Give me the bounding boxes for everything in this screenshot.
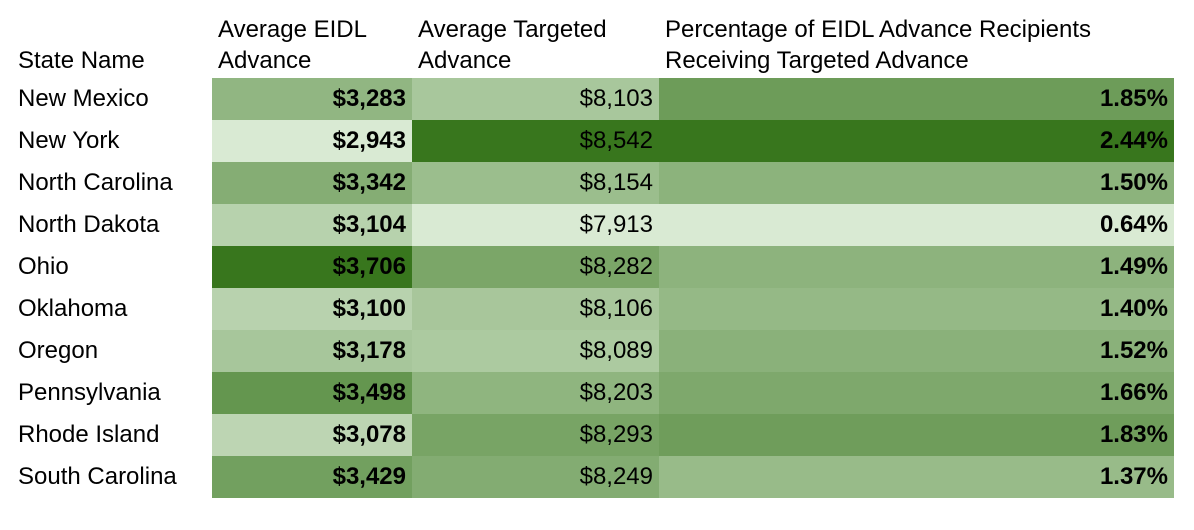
average-eidl-cell: $2,943 (212, 120, 412, 162)
percentage-targeted-cell: 0.64% (659, 204, 1174, 246)
state-name-cell: Rhode Island (18, 421, 160, 448)
state-name-cell: Oregon (18, 337, 99, 364)
state-name-cell: Ohio (18, 253, 69, 280)
average-eidl-cell: $3,498 (212, 372, 412, 414)
table-body: New Mexico $3,283 $8,103 1.85% New York $2,94… (12, 78, 1174, 498)
average-targeted-cell: $8,154 (412, 162, 659, 204)
header-average-eidl-advance: Average EIDL Advance (218, 16, 367, 74)
average-targeted-cell: $8,203 (412, 372, 659, 414)
average-eidl-cell: $3,283 (212, 78, 412, 120)
average-targeted-cell: $8,089 (412, 330, 659, 372)
average-targeted-cell: $8,103 (412, 78, 659, 120)
average-targeted-cell: $8,293 (412, 414, 659, 456)
average-targeted-cell: $8,282 (412, 246, 659, 288)
state-name-cell: New York (18, 127, 120, 154)
percentage-targeted-cell: 1.37% (659, 456, 1174, 498)
average-targeted-cell: $8,249 (412, 456, 659, 498)
table-row: New York $2,943 $8,542 2.44% (12, 120, 1174, 162)
percentage-targeted-cell: 1.83% (659, 414, 1174, 456)
state-name-cell: North Dakota (18, 211, 160, 238)
header-row: State Name Average EIDL Advance Average … (12, 12, 1174, 78)
average-eidl-cell: $3,178 (212, 330, 412, 372)
percentage-targeted-cell: 1.50% (659, 162, 1174, 204)
header-average-targeted-advance: Average Targeted Advance (418, 16, 607, 74)
table-row: Oklahoma $3,100 $8,106 1.40% (12, 288, 1174, 330)
table-row: New Mexico $3,283 $8,103 1.85% (12, 78, 1174, 120)
average-eidl-cell: $3,100 (212, 288, 412, 330)
average-eidl-cell: $3,429 (212, 456, 412, 498)
average-targeted-cell: $8,542 (412, 120, 659, 162)
table-row: Ohio $3,706 $8,282 1.49% (12, 246, 1174, 288)
state-name-cell: New Mexico (18, 85, 149, 112)
percentage-targeted-cell: 1.85% (659, 78, 1174, 120)
average-eidl-cell: $3,706 (212, 246, 412, 288)
state-name-cell: Oklahoma (18, 295, 128, 322)
percentage-targeted-cell: 1.52% (659, 330, 1174, 372)
percentage-targeted-cell: 2.44% (659, 120, 1174, 162)
table-row: North Carolina $3,342 $8,154 1.50% (12, 162, 1174, 204)
eidl-advance-table: State Name Average EIDL Advance Average … (12, 12, 1174, 498)
state-name-cell: Pennsylvania (18, 379, 161, 406)
header-percentage-targeted: Percentage of EIDL Advance Recipients Re… (665, 16, 1092, 74)
table-row: Pennsylvania $3,498 $8,203 1.66% (12, 372, 1174, 414)
percentage-targeted-cell: 1.66% (659, 372, 1174, 414)
table-row: Rhode Island $3,078 $8,293 1.83% (12, 414, 1174, 456)
table-row: North Dakota $3,104 $7,913 0.64% (12, 204, 1174, 246)
average-targeted-cell: $7,913 (412, 204, 659, 246)
state-name-cell: North Carolina (18, 169, 173, 196)
average-targeted-cell: $8,106 (412, 288, 659, 330)
average-eidl-cell: $3,104 (212, 204, 412, 246)
header-state-name: State Name (18, 47, 145, 74)
table-row: South Carolina $3,429 $8,249 1.37% (12, 456, 1174, 498)
table-row: Oregon $3,178 $8,089 1.52% (12, 330, 1174, 372)
average-eidl-cell: $3,078 (212, 414, 412, 456)
percentage-targeted-cell: 1.49% (659, 246, 1174, 288)
percentage-targeted-cell: 1.40% (659, 288, 1174, 330)
average-eidl-cell: $3,342 (212, 162, 412, 204)
state-name-cell: South Carolina (18, 463, 177, 490)
